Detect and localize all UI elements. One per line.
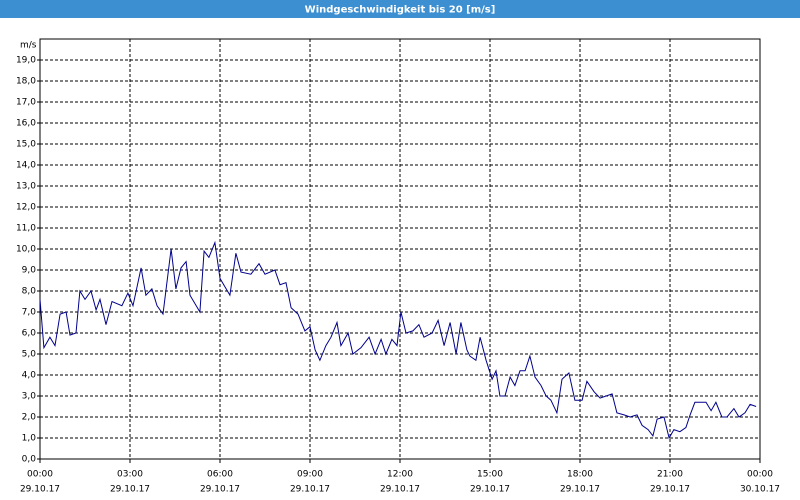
y-tick-label: 6,0 [22, 329, 37, 339]
x-tick-label: 09:00 [297, 470, 323, 480]
y-tick-label: 14,0 [16, 161, 36, 171]
y-tick-label: 19,0 [16, 56, 36, 66]
x-tick-date: 29.10.17 [380, 485, 420, 495]
y-tick-label: 3,0 [22, 392, 37, 402]
y-tick-label: 10,0 [16, 245, 36, 255]
chart-title: Windgeschwindigkeit bis 20 [m/s] [305, 5, 496, 16]
x-tick-label: 03:00 [117, 470, 143, 480]
x-tick-label: 12:00 [387, 470, 413, 480]
x-tick-label: 18:00 [567, 470, 593, 480]
x-tick-date: 29.10.17 [560, 485, 600, 495]
y-tick-label: 12,0 [16, 203, 36, 213]
x-tick-date: 29.10.17 [650, 485, 690, 495]
y-tick-label: 8,0 [22, 287, 37, 297]
x-tick-label: 00:00 [27, 470, 53, 480]
y-tick-label: 4,0 [22, 371, 37, 381]
x-tick-label: 15:00 [477, 470, 503, 480]
x-tick-date: 29.10.17 [470, 485, 510, 495]
y-tick-label: 16,0 [16, 119, 36, 129]
x-tick-date: 29.10.17 [200, 485, 240, 495]
x-tick-date: 30.10.17 [740, 485, 780, 495]
x-tick-label: 06:00 [207, 470, 233, 480]
x-tick-date: 29.10.17 [110, 485, 150, 495]
x-tick-date: 29.10.17 [290, 485, 330, 495]
y-tick-label: 1,0 [22, 434, 37, 444]
x-tick-label: 21:00 [657, 470, 683, 480]
x-tick-label: 00:00 [747, 470, 773, 480]
y-tick-label: 15,0 [16, 140, 36, 150]
y-tick-label: 2,0 [22, 413, 37, 423]
y-tick-label: 13,0 [16, 182, 36, 192]
title-bar [0, 0, 800, 18]
data-line [39, 240, 757, 440]
y-tick-label: 17,0 [16, 98, 36, 108]
y-tick-label: 9,0 [22, 266, 37, 276]
y-tick-label: 0,0 [22, 455, 37, 465]
y-tick-label: 7,0 [22, 308, 37, 318]
y-tick-label: 5,0 [22, 350, 37, 360]
y-tick-label: 11,0 [16, 224, 36, 234]
y-unit-label: m/s [20, 41, 37, 51]
x-tick-date: 29.10.17 [20, 485, 60, 495]
y-tick-label: 18,0 [16, 77, 36, 87]
